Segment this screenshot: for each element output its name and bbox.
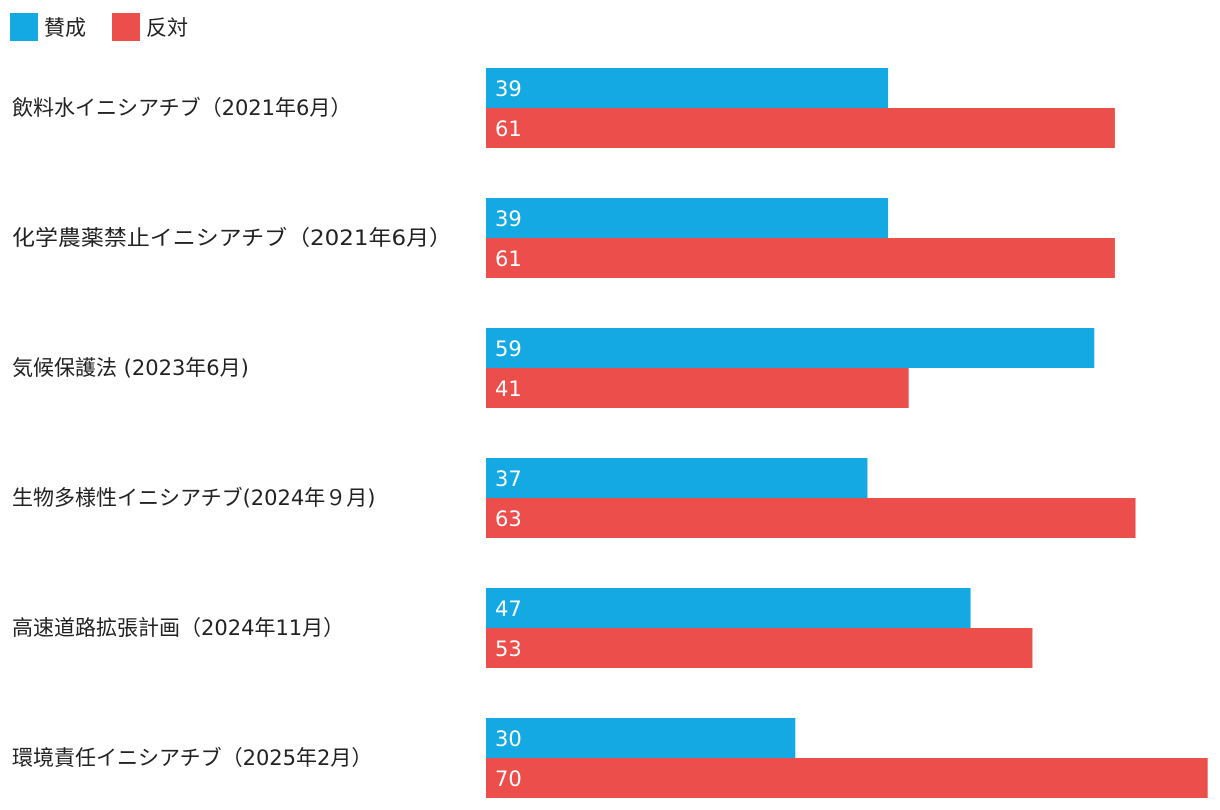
category-labels: 飲料水イニシアチブ（2021年6月） 化学農薬禁止イニシアチブ（2021年6月） 気… xyxy=(12,96,452,770)
category-label: 高速道路拡張計画（2024年11月） xyxy=(12,616,344,640)
legend-label-approve: 賛成 xyxy=(44,16,86,40)
value-label-approve: 47 xyxy=(495,597,522,621)
legend-label-oppose: 反対 xyxy=(146,16,188,40)
value-label-approve: 59 xyxy=(495,337,522,361)
value-label-approve: 39 xyxy=(495,207,522,231)
bar-approve xyxy=(486,718,796,758)
category-label: 飲料水イニシアチブ（2021年6月） xyxy=(12,96,351,120)
value-label-approve: 30 xyxy=(495,727,522,751)
value-label-oppose: 63 xyxy=(495,507,522,531)
bar-oppose xyxy=(486,498,1136,538)
value-label-approve: 37 xyxy=(495,467,522,491)
category-label: 化学農薬禁止イニシアチブ（2021年6月） xyxy=(12,226,452,250)
bar-approve xyxy=(486,198,889,238)
legend: 賛成 反対 xyxy=(10,13,188,41)
legend-swatch-approve xyxy=(10,13,38,41)
category-label: 気候保護法 (2023年6月) xyxy=(12,356,249,380)
bar-approve xyxy=(486,588,971,628)
bar-oppose xyxy=(486,628,1033,668)
value-label-oppose: 70 xyxy=(495,767,522,791)
value-label-oppose: 61 xyxy=(495,247,522,271)
value-label-oppose: 61 xyxy=(495,117,522,141)
category-label: 環境責任イニシアチブ（2025年2月） xyxy=(12,746,372,770)
bar-oppose xyxy=(486,108,1115,148)
bar-oppose xyxy=(486,238,1115,278)
category-label: 生物多様性イニシアチブ(2024年９月) xyxy=(12,486,375,510)
bar-oppose xyxy=(486,758,1208,798)
value-label-oppose: 53 xyxy=(495,637,522,661)
bar-approve xyxy=(486,68,889,108)
bar-oppose xyxy=(486,368,909,408)
bar-approve xyxy=(486,458,868,498)
value-label-oppose: 41 xyxy=(495,377,522,401)
bars: 39 61 39 61 59 41 37 63 47 53 30 70 xyxy=(486,68,1208,798)
bar-approve xyxy=(486,328,1095,368)
value-label-approve: 39 xyxy=(495,77,522,101)
legend-swatch-oppose xyxy=(112,13,140,41)
